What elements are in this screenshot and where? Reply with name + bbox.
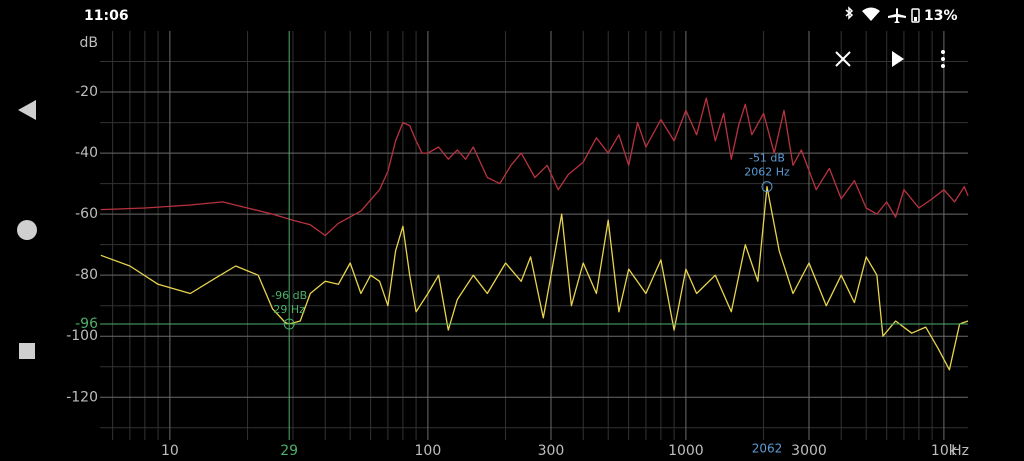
status-time: 11:06 <box>84 8 129 24</box>
x-tick-label: 100 <box>415 443 442 459</box>
plot: -20 -40 -60 -80 -100 -120 10 100 300 1000 3000 10k d… <box>66 31 969 459</box>
cursor-point <box>283 318 295 330</box>
x-tick-label: 3000 <box>791 443 827 459</box>
spectrum-line <box>100 186 969 371</box>
battery-level: 13% <box>924 8 958 24</box>
x-axis-unit: Hz <box>951 443 969 459</box>
y-tick-label: -120 <box>66 389 98 405</box>
y-tick-label: -100 <box>66 328 98 344</box>
cursor-x-axis-label: 29 <box>280 443 298 459</box>
x-tick-label: 300 <box>538 443 565 459</box>
peak-db-label: -51 dB <box>749 152 785 165</box>
peak-hz-label: 2062 Hz <box>744 166 790 179</box>
x-tick-label: 10k <box>931 443 958 459</box>
y-tick-label: -20 <box>75 84 98 100</box>
menu-button[interactable] <box>941 50 945 68</box>
x-tick-label: 1000 <box>668 443 704 459</box>
y-tick-label: -40 <box>75 145 98 161</box>
peak-point <box>761 181 773 193</box>
peak-x-axis-label: 2062 <box>752 442 783 456</box>
x-tick-label: 10 <box>161 443 179 459</box>
spectrum-line <box>100 97 969 237</box>
y-tick-label: -60 <box>75 206 98 222</box>
cursor-hz-label: 29 Hz <box>273 303 305 316</box>
y-axis-unit: dB <box>80 35 99 51</box>
recents-button[interactable] <box>19 343 35 359</box>
play-button[interactable] <box>892 51 904 67</box>
back-button[interactable] <box>18 100 36 120</box>
status-icons <box>845 6 920 23</box>
cursor-y-axis-label: -96 <box>75 316 98 332</box>
home-button[interactable] <box>17 220 37 240</box>
close-button[interactable] <box>835 51 851 67</box>
y-tick-label: -80 <box>75 267 98 283</box>
cursor-db-label: -96 dB <box>271 289 307 302</box>
